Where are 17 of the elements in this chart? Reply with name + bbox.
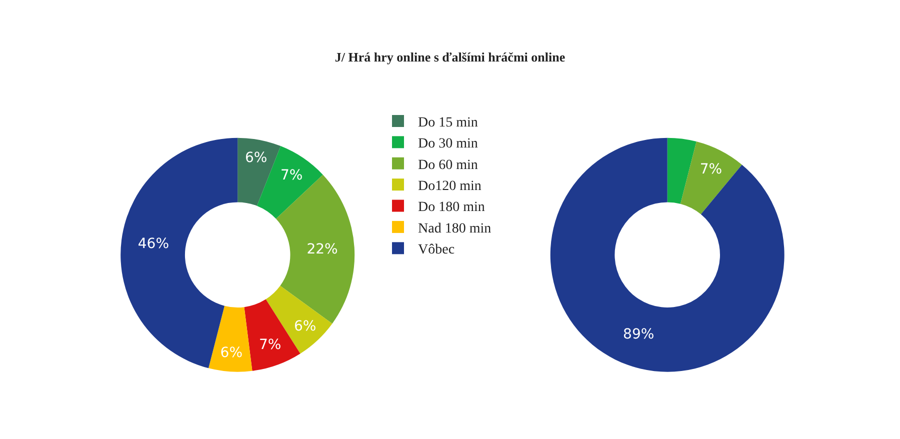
legend-label: Do 30 min: [418, 136, 478, 152]
legend-label: Do 60 min: [418, 158, 478, 173]
legend-label: Do 180 min: [418, 200, 485, 216]
data-label: 6%: [220, 345, 243, 362]
data-label: 7%: [700, 161, 722, 178]
legend-label: Nad 180 min: [418, 221, 492, 236]
chart-title: J/ Hrá hry online s ďalšími hráčmi online: [334, 50, 566, 65]
legend-label: Vôbec: [418, 242, 455, 258]
data-label: 22%: [306, 242, 338, 258]
legend-label: Do 15 min: [418, 115, 478, 130]
data-label: 6%: [294, 318, 316, 335]
data-label: 7%: [280, 167, 303, 184]
data-label: 46%: [138, 236, 170, 252]
data-label: 89%: [623, 326, 654, 343]
data-label: 7%: [259, 337, 282, 354]
legend-label: Do120 min: [418, 179, 482, 194]
data-label: 6%: [244, 150, 268, 166]
